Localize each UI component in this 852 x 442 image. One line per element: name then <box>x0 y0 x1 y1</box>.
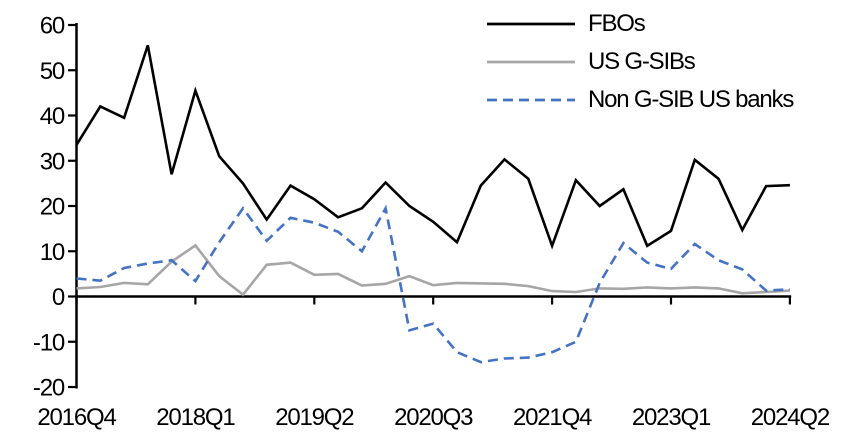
y-axis-tick-label: 20 <box>40 194 65 221</box>
y-axis-tick-label: 0 <box>52 284 65 311</box>
series-line-us-g-sibs <box>76 243 790 297</box>
series-line-non-g-sib-us-banks <box>76 204 790 364</box>
x-axis-tick-label: 2018Q1 <box>156 404 235 431</box>
y-axis-tick-label: 50 <box>40 58 65 85</box>
y-axis-tick-label: 40 <box>40 103 65 130</box>
legend-item-fbos: FBOs <box>487 5 793 43</box>
x-axis-tick-label: 2016Q4 <box>37 404 116 431</box>
x-axis-tick-label: 2024Q2 <box>751 404 830 431</box>
y-axis-tick-label: -20 <box>33 375 65 402</box>
legend-line-sample-us-g-sibs <box>487 60 575 64</box>
x-axis-tick-label: 2019Q2 <box>275 404 354 431</box>
legend-item-non-g-sib-us-banks: Non G-SIB US banks <box>487 81 794 119</box>
legend-line-sample-fbos <box>487 22 575 26</box>
y-axis-tick-label: 30 <box>40 148 65 175</box>
y-axis-tick-label: -10 <box>33 329 65 356</box>
y-axis-tick-label: 10 <box>40 239 65 266</box>
legend-line-sample-non-g-sib-us-banks <box>487 98 575 102</box>
series-line-fbos <box>75 44 790 250</box>
x-axis-tick-label: 2020Q3 <box>394 404 473 431</box>
legend-label: Non G-SIB US banks <box>588 86 794 113</box>
x-axis-tick-label: 2021Q4 <box>513 404 592 431</box>
x-axis-tick-label: 2023Q1 <box>632 404 711 431</box>
legend-label: FBOs <box>588 10 646 37</box>
chart-legend: FBOs US G-SIBs Non G-SIB US banks <box>487 5 794 119</box>
legend-label: US G-SIBs <box>588 48 696 75</box>
y-axis-tick-label: 60 <box>40 13 65 40</box>
legend-item-us-g-sibs: US G-SIBs <box>487 43 793 81</box>
